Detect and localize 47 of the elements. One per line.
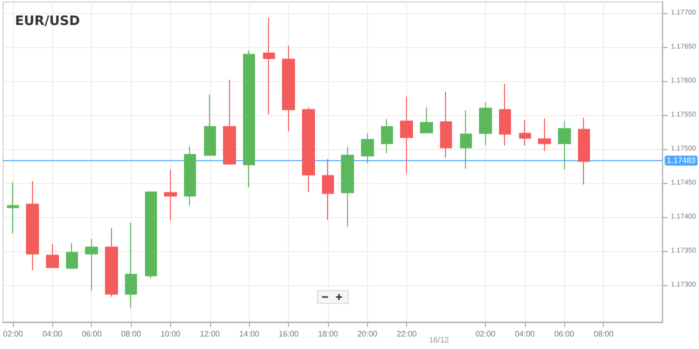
candlestick: [85, 238, 98, 292]
candlestick: [7, 182, 19, 234]
x-tick-label: 22:00: [396, 330, 418, 338]
x-tick-label: 14:00: [239, 330, 260, 338]
candlestick: [519, 119, 531, 146]
candlestick: [361, 132, 374, 164]
candlestick: [499, 83, 511, 146]
candlestick: [460, 110, 472, 170]
candlestick: [145, 190, 157, 279]
candlestick: [420, 107, 433, 134]
candlestick: [105, 228, 118, 298]
x-tick-label: 16:00: [278, 330, 300, 338]
candlestick: [46, 243, 59, 269]
candlestick: [341, 146, 354, 228]
x-tick-label: 18:00: [318, 330, 339, 338]
text: 16/12: [428, 336, 450, 344]
candlestick: [184, 146, 196, 206]
x-tick-label: 08:00: [121, 330, 142, 338]
x-tick-label: 20:00: [357, 330, 378, 338]
x-tick-label: 04:00: [514, 330, 536, 338]
candlestick: [381, 118, 393, 154]
x-tick-label: 10:00: [160, 330, 182, 338]
x-tick-label: 12:00: [200, 330, 220, 338]
candlestick: [479, 102, 492, 146]
x-tick-label: 02:00: [2, 330, 24, 338]
candlestick: [440, 91, 452, 158]
candlestick: [282, 45, 295, 132]
candlestick: [66, 242, 78, 269]
candlestick: [125, 222, 137, 308]
x-tick-label: 06:00: [554, 330, 575, 338]
candlestick: [578, 117, 590, 185]
text: EUR/USD: [15, 14, 80, 29]
candlestick: [322, 158, 334, 220]
candlestick: [164, 168, 177, 222]
candlestick: [204, 94, 216, 156]
ref-line-label: 1.17483: [666, 156, 696, 166]
candlestick: [26, 180, 39, 271]
candlestick: [223, 79, 236, 165]
x-tick-label: 04:00: [42, 330, 63, 338]
candlestick: [558, 120, 571, 170]
x-tick-label: 08:00: [594, 330, 614, 338]
candlestick: [400, 96, 413, 174]
x-tick-label: 06:00: [82, 330, 102, 338]
candlestick: [538, 118, 551, 152]
candlestick: [302, 107, 315, 192]
x-tick-label: 02:00: [475, 330, 496, 338]
candlestick: [263, 17, 275, 115]
